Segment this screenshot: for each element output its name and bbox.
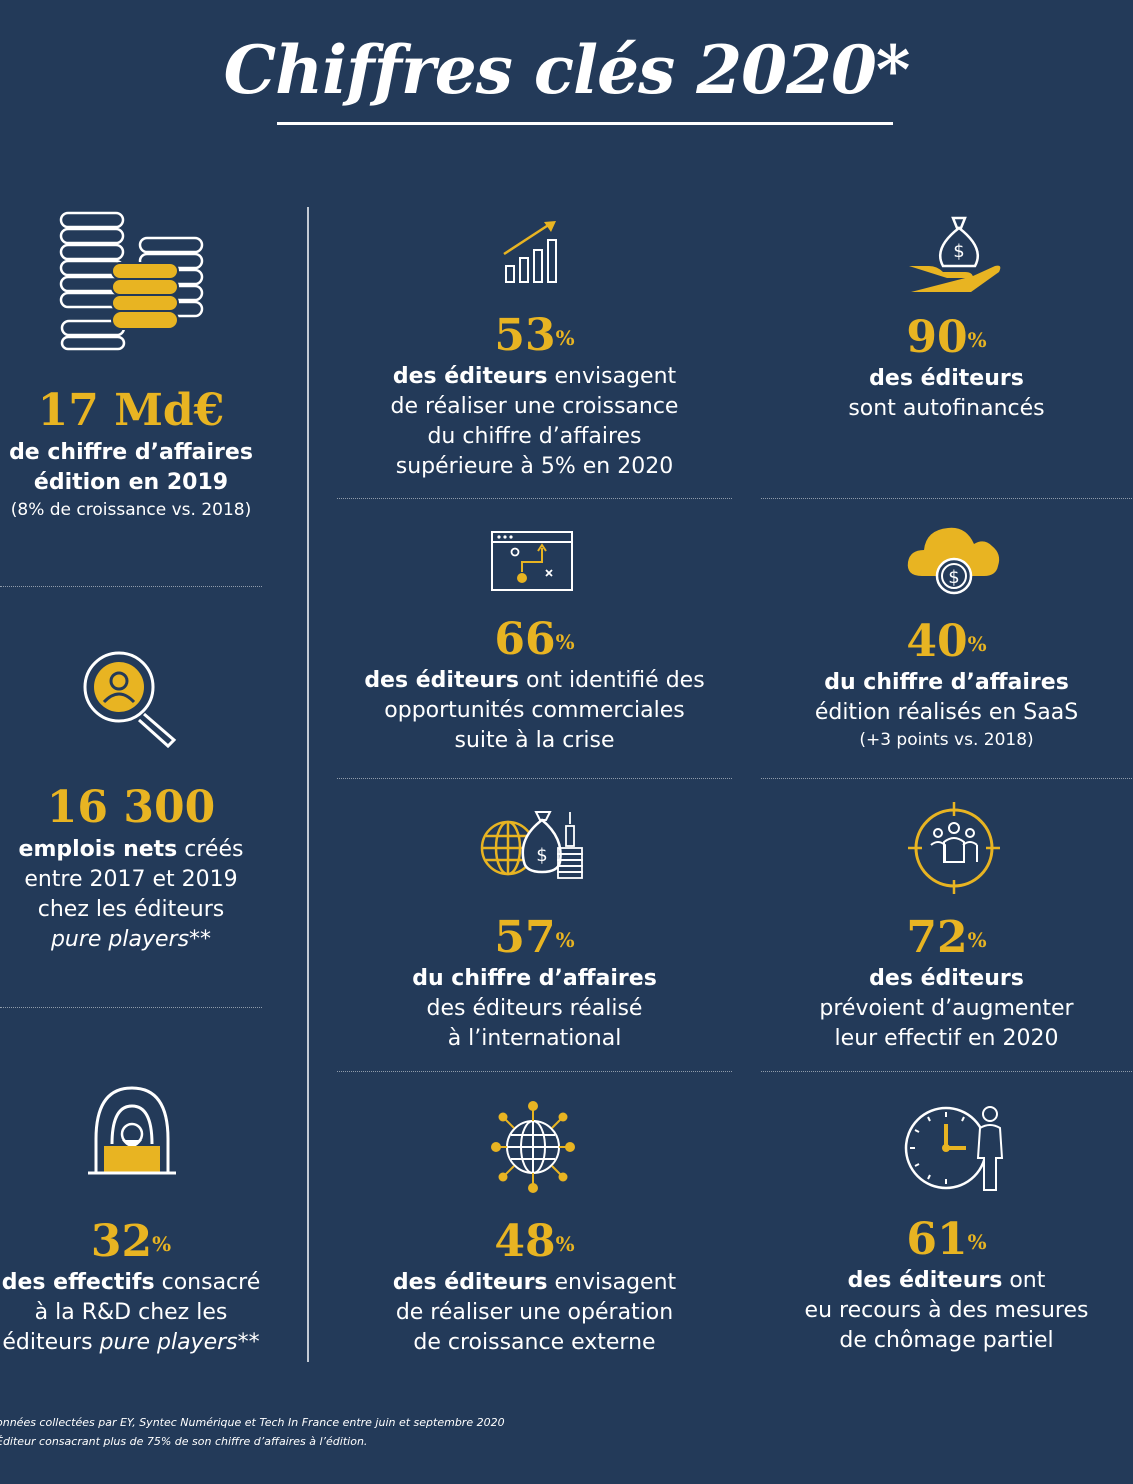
stat-line: opportunités commerciales (384, 698, 685, 723)
stat-61: 61% des éditeurs ont eu recours à des me… (761, 1216, 1132, 1356)
globe-money-icon: $ (480, 811, 583, 879)
jobs-rest: créés (177, 837, 244, 862)
coins-icon (59, 211, 204, 351)
stat-57: 57% du chiffre d’affaires des éditeurs r… (337, 914, 732, 1054)
rd-line-start: éditeurs (2, 1330, 100, 1355)
separator (337, 778, 732, 779)
revenue-line: de chiffre d’affaires (9, 440, 253, 465)
stat-66: 66% des éditeurs ont identifié des oppor… (337, 616, 732, 756)
separator (337, 1071, 732, 1072)
revenue-stat: 17 Md€ de chiffre d’affaires édition en … (0, 386, 262, 522)
stat-rest: envisagent (547, 364, 677, 389)
stat-bold: des éditeurs (869, 966, 1024, 991)
separator (761, 1071, 1132, 1072)
footnote-1: onnées collectées par EY, Syntec Numériq… (0, 1416, 505, 1429)
stat-line: sont autofinancés (848, 396, 1045, 421)
stat-line: à l’international (447, 1026, 622, 1051)
stat-unit: % (967, 328, 987, 352)
footnote-2: Éditeur consacrant plus de 75% de son ch… (0, 1435, 368, 1448)
svg-text:$: $ (948, 567, 959, 588)
revenue-line: édition en 2019 (33, 470, 229, 495)
stat-rest: ont (1002, 1268, 1046, 1293)
cloud-dollar-icon: $ (907, 527, 1000, 595)
stat-bold: des éditeurs (392, 364, 548, 389)
title-underline (277, 122, 893, 125)
stat-line: édition réalisés en SaaS (814, 700, 1079, 725)
clock-person-icon (904, 1106, 1004, 1191)
stat-value: 61 (906, 1214, 968, 1265)
stat-40: 40% du chiffre d’affaires édition réalis… (761, 618, 1132, 752)
stat-line: prévoient d’augmenter (819, 996, 1074, 1021)
separator (0, 586, 262, 587)
stat-unit: % (555, 326, 575, 350)
stat-line: des éditeurs réalisé (426, 996, 643, 1021)
stat-value: 66 (494, 614, 556, 665)
rd-line: à la R&D chez les (34, 1300, 228, 1325)
stat-value: 48 (494, 1216, 556, 1267)
revenue-value: 17 Md€ (37, 385, 225, 436)
column-divider (307, 207, 309, 1362)
jobs-bold: emplois nets (18, 837, 178, 862)
stat-value: 40 (906, 616, 968, 667)
stat-bold: des éditeurs (364, 668, 519, 693)
page-title: Chiffres clés 2020* (223, 31, 911, 109)
stat-line: supérieure à 5% en 2020 (395, 454, 674, 479)
stat-rest: ont identifié des (519, 668, 705, 693)
team-target-icon (908, 802, 1000, 894)
separator (337, 498, 732, 499)
stat-line: de réaliser une opération (395, 1300, 674, 1325)
jobs-value: 16 300 (46, 782, 216, 833)
stat-bold: des éditeurs (392, 1270, 548, 1295)
stat-bold: des éditeurs (869, 366, 1024, 391)
stat-unit: % (967, 1230, 987, 1254)
stat-bold: du chiffre d’affaires (824, 670, 1069, 695)
rd-stat: 32% des effectifs consacré à la R&D chez… (0, 1218, 262, 1358)
stat-unit: % (555, 1232, 575, 1256)
stat-72: 72% des éditeurs prévoient d’augmenter l… (761, 914, 1132, 1054)
browser-strategy-icon (491, 531, 573, 591)
stat-bold: des éditeurs (847, 1268, 1003, 1293)
stat-unit: % (967, 632, 987, 656)
stat-53: 53% des éditeurs envisagent de réaliser … (337, 312, 732, 482)
stat-line: eu recours à des mesures (804, 1298, 1089, 1323)
jobs-line: pure players** (50, 927, 212, 952)
search-person-icon (83, 651, 177, 749)
growth-chart-icon (503, 221, 557, 283)
stat-unit: % (555, 630, 575, 654)
revenue-note: (8% de croissance vs. 2018) (10, 500, 252, 520)
globe-network-icon (491, 1101, 575, 1193)
jobs-line: chez les éditeurs (37, 897, 225, 922)
svg-text:$: $ (536, 845, 547, 866)
stat-line: de réaliser une croissance (390, 394, 679, 419)
stat-unit: % (967, 928, 987, 952)
stat-90: 90% des éditeurs sont autofinancés (761, 314, 1132, 424)
stat-line: de croissance externe (413, 1330, 656, 1355)
separator (0, 1007, 262, 1008)
stat-line: leur effectif en 2020 (834, 1026, 1059, 1051)
jobs-line: entre 2017 et 2019 (24, 867, 238, 892)
rd-rest: consacré (154, 1270, 261, 1295)
stat-line: du chiffre d’affaires (427, 424, 642, 449)
hand-money-bag-icon: $ (909, 216, 1001, 292)
rd-value: 32 (90, 1216, 153, 1267)
svg-text:$: $ (953, 241, 964, 262)
stat-48: 48% des éditeurs envisagent de réaliser … (337, 1218, 732, 1358)
stat-line: de chômage partiel (839, 1328, 1054, 1353)
jobs-stat: 16 300 emplois nets créés entre 2017 et … (0, 783, 262, 955)
separator (761, 498, 1132, 499)
separator (761, 778, 1132, 779)
stat-value: 53 (494, 310, 556, 361)
stat-line: suite à la crise (454, 728, 615, 753)
stat-note: (+3 points vs. 2018) (859, 730, 1034, 750)
stat-bold: du chiffre d’affaires (412, 966, 657, 991)
stat-value: 90 (906, 312, 968, 363)
stat-rest: envisagent (547, 1270, 677, 1295)
rd-line-italic: pure players** (99, 1330, 260, 1355)
hacker-laptop-icon (88, 1086, 176, 1175)
rd-bold: des effectifs (1, 1270, 155, 1295)
stat-value: 57 (494, 912, 556, 963)
stat-value: 72 (906, 912, 968, 963)
rd-unit: % (152, 1232, 172, 1256)
stat-unit: % (555, 928, 575, 952)
